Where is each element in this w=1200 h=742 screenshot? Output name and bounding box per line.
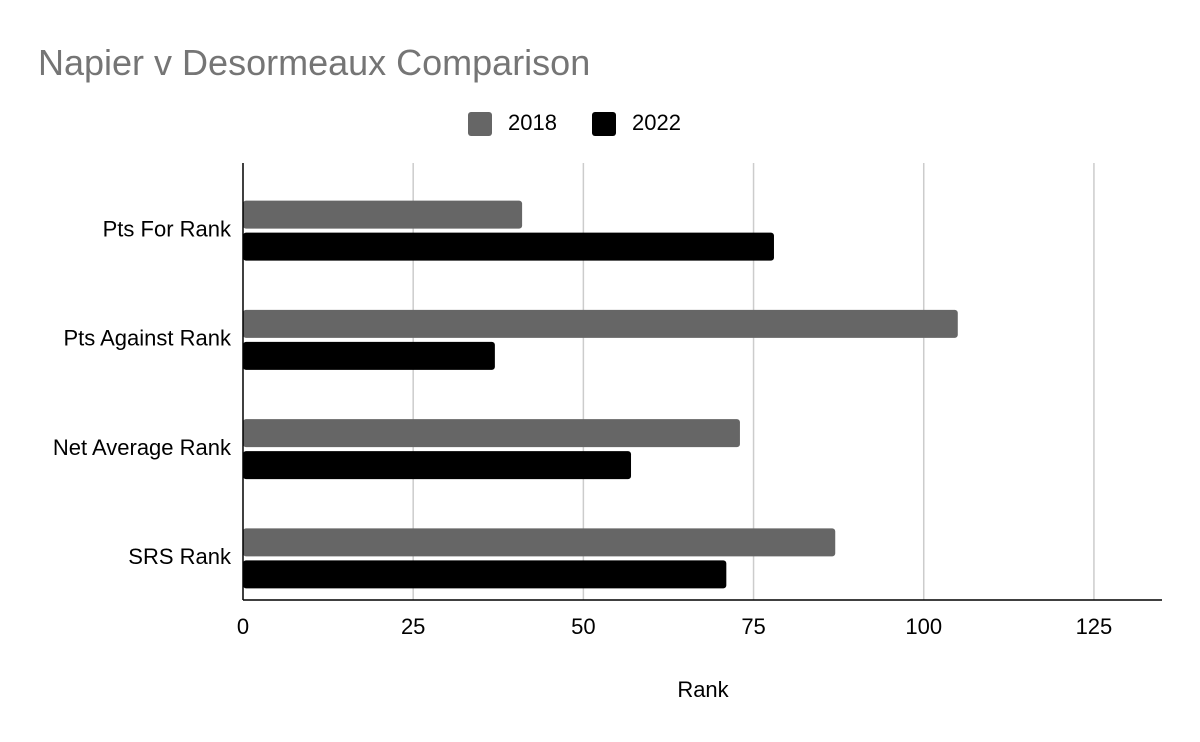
- legend-label: 2018: [508, 110, 557, 135]
- y-tick-label: Pts Against Rank: [63, 326, 232, 351]
- x-axis-title: Rank: [677, 677, 729, 702]
- bar: [243, 309, 958, 338]
- bar: [243, 528, 836, 557]
- bar: [243, 200, 523, 229]
- x-tick-label: 25: [401, 614, 425, 639]
- x-tick-label: 100: [905, 614, 942, 639]
- legend-swatch: [592, 112, 616, 136]
- y-tick-label: Net Average Rank: [53, 435, 232, 460]
- x-tick-label: 125: [1076, 614, 1113, 639]
- x-tick-label: 0: [237, 614, 249, 639]
- x-tick-label: 50: [571, 614, 595, 639]
- bar: [243, 560, 727, 589]
- y-tick-label: SRS Rank: [128, 544, 232, 569]
- bar: [243, 419, 740, 448]
- bar: [243, 451, 632, 480]
- legend-label: 2022: [632, 110, 681, 135]
- bar: [243, 341, 495, 370]
- chart-title: Napier v Desormeaux Comparison: [38, 42, 590, 83]
- x-tick-label: 75: [741, 614, 765, 639]
- y-tick-label: Pts For Rank: [103, 216, 232, 241]
- legend-swatch: [468, 112, 492, 136]
- bar: [243, 232, 774, 261]
